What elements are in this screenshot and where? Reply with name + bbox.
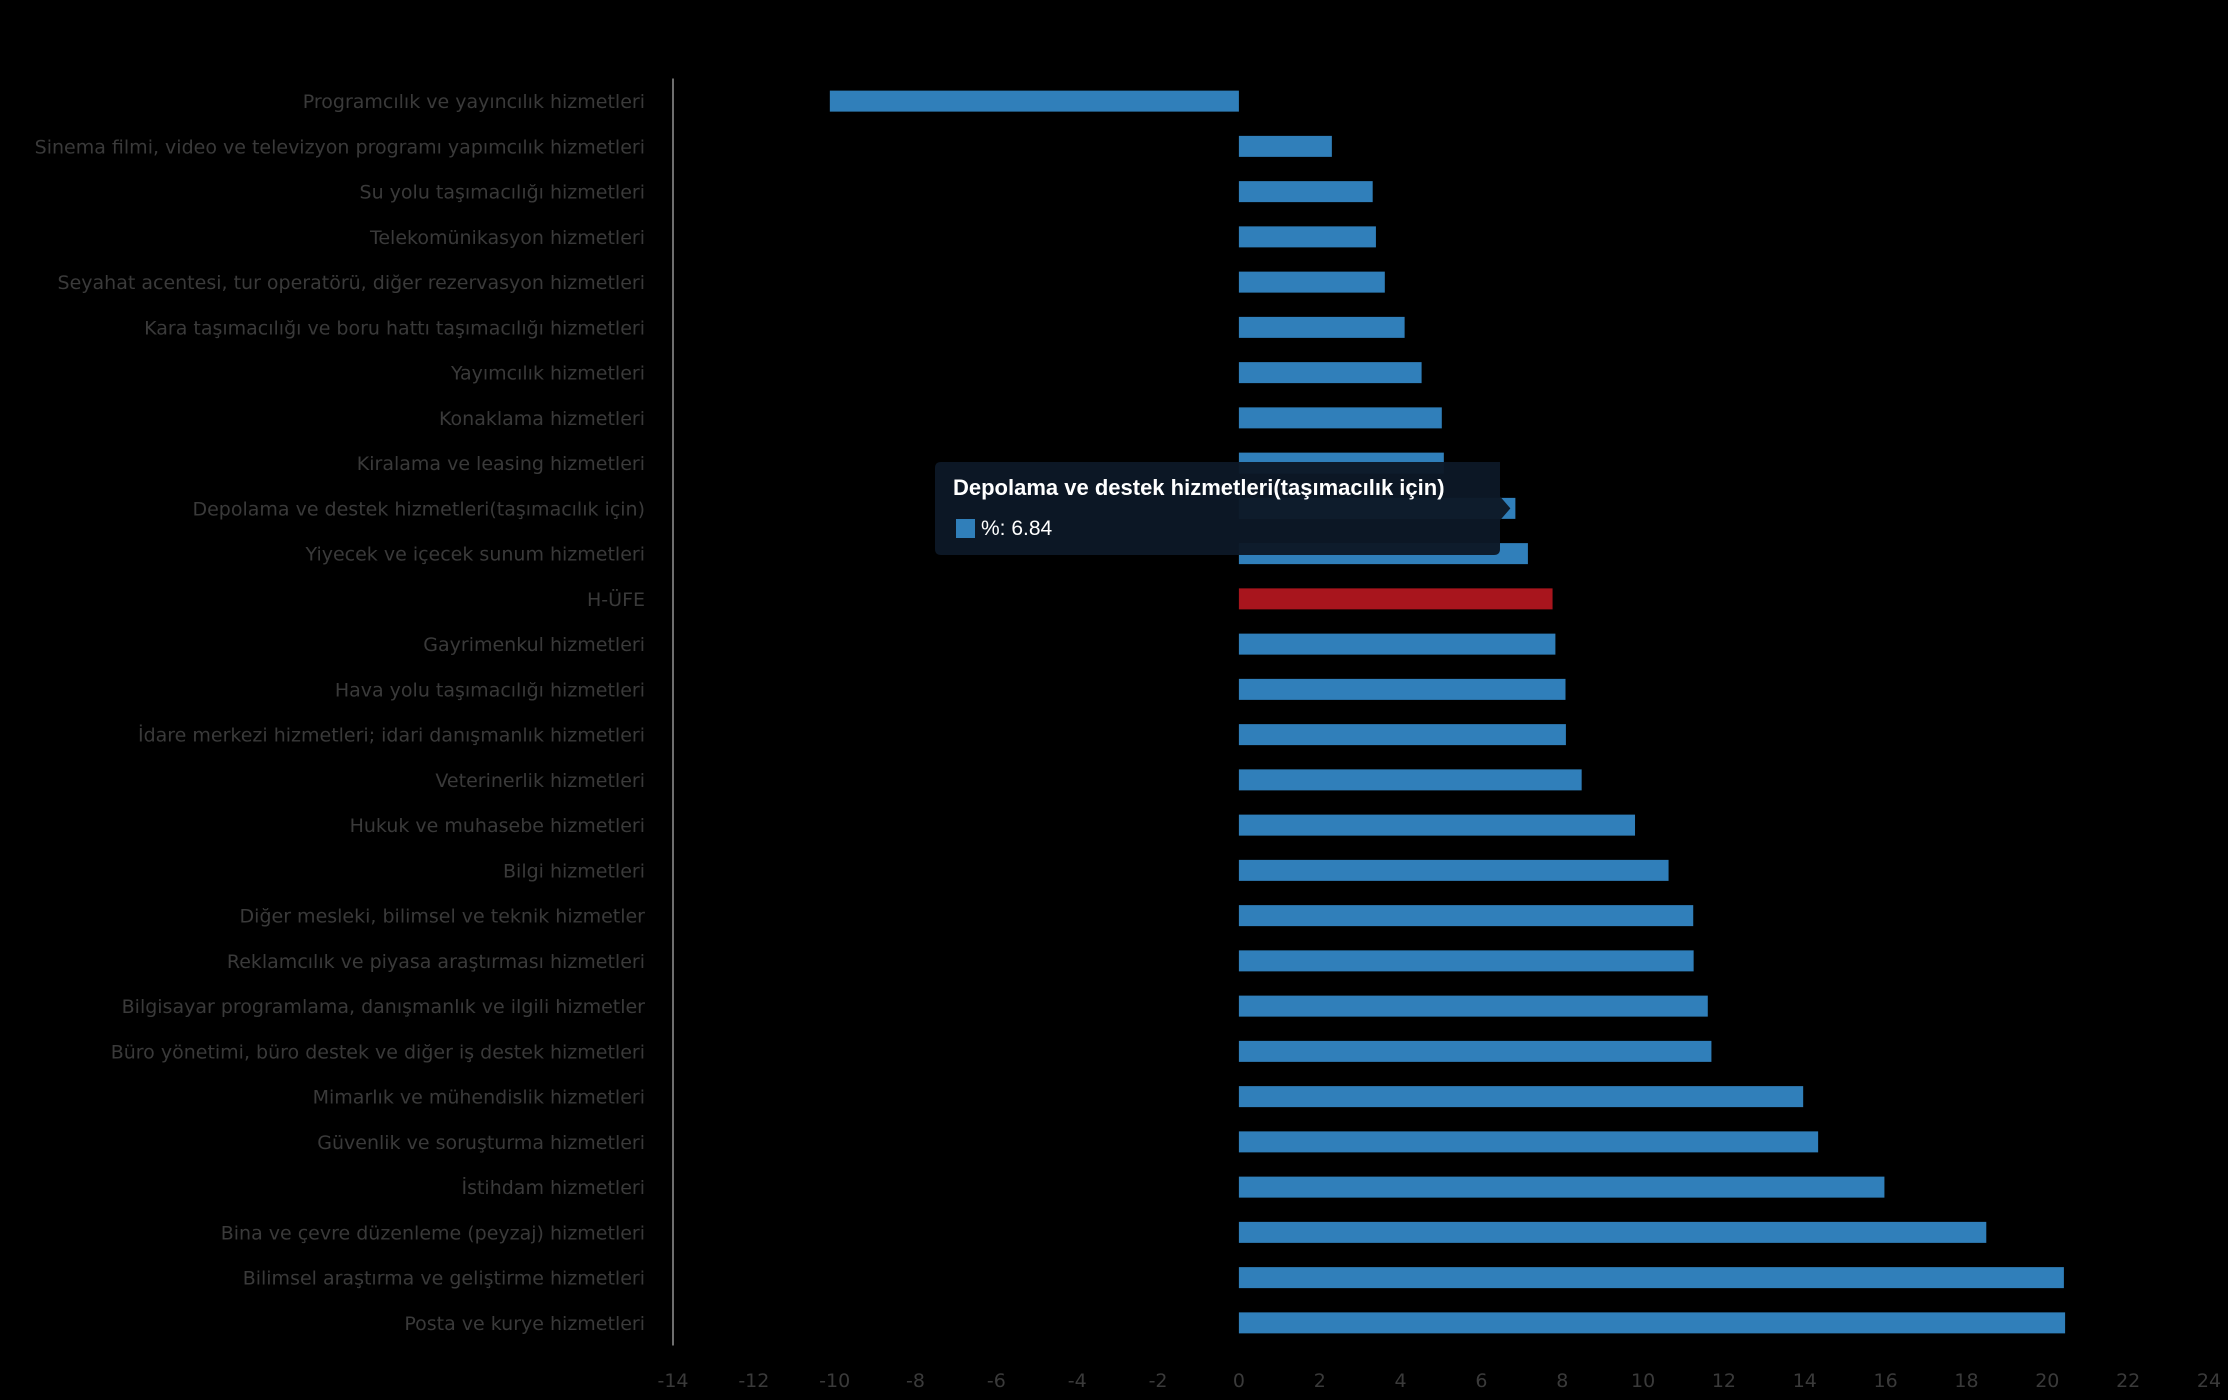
category-label: Güvenlik ve soruşturma hizmetleri xyxy=(317,1132,645,1154)
x-tick-label: 12 xyxy=(1712,1370,1736,1392)
x-tick-label: 24 xyxy=(2197,1370,2221,1392)
x-tick-label: 6 xyxy=(1475,1370,1487,1392)
x-tick-label: -6 xyxy=(987,1370,1006,1392)
bar[interactable] xyxy=(1238,181,1373,203)
category-label: Programcılık ve yayıncılık hizmetleri xyxy=(303,91,645,113)
category-label: Mimarlık ve mühendislik hizmetleri xyxy=(313,1087,645,1109)
tooltip-title: Depolama ve destek hizmetleri(taşımacılı… xyxy=(953,475,1445,500)
category-label: Yayımcılık hizmetleri xyxy=(450,363,645,385)
category-label: Depolama ve destek hizmetleri(taşımacılı… xyxy=(192,498,645,520)
category-label: Hukuk ve muhasebe hizmetleri xyxy=(350,815,645,837)
category-label: Bina ve çevre düzenleme (peyzaj) hizmetl… xyxy=(221,1222,645,1244)
category-label: İdare merkezi hizmetleri; idari danışman… xyxy=(138,724,645,747)
category-label: Diğer mesleki, bilimsel ve teknik hizmet… xyxy=(240,906,646,928)
tooltip-series-marker-icon xyxy=(956,519,975,538)
x-tick-label: -2 xyxy=(1149,1370,1168,1392)
bar[interactable] xyxy=(1238,588,1553,610)
category-label: Reklamcılık ve piyasa araştırması hizmet… xyxy=(227,951,645,973)
x-tick-label: -10 xyxy=(819,1370,850,1392)
category-label: Hava yolu taşımacılığı hizmetleri xyxy=(335,679,645,701)
x-tick-label: 2 xyxy=(1314,1370,1326,1392)
bar[interactable] xyxy=(1238,1040,1712,1062)
x-tick-label: -12 xyxy=(738,1370,769,1392)
x-axis-ticks: -14 -12 -10 -8 -6 -4 -2 0 2 4 6 8 10 12 14 16 18 20 22 24 xyxy=(657,1370,2221,1392)
bar[interactable] xyxy=(1238,995,1708,1017)
tooltip: Depolama ve destek hizmetleri(taşımacılı… xyxy=(935,462,1511,555)
x-tick-label: -4 xyxy=(1068,1370,1087,1392)
bar[interactable] xyxy=(1238,362,1422,384)
bar[interactable] xyxy=(1238,678,1566,700)
tooltip-value: %: 6.84 xyxy=(981,517,1053,540)
x-tick-label: -8 xyxy=(906,1370,925,1392)
bar[interactable] xyxy=(1238,633,1556,655)
category-label: Su yolu taşımacılığı hizmetleri xyxy=(360,182,645,204)
x-tick-label: 20 xyxy=(2035,1370,2059,1392)
category-label: Kiralama ve leasing hizmetleri xyxy=(357,453,645,475)
category-label: H-ÜFE xyxy=(587,588,645,611)
x-tick-label: 18 xyxy=(1954,1370,1978,1392)
bar[interactable] xyxy=(1238,769,1582,791)
x-tick-label: 8 xyxy=(1556,1370,1568,1392)
bar[interactable] xyxy=(1238,1131,1819,1153)
category-label: Yiyecek ve içecek sunum hizmetleri xyxy=(305,544,645,566)
category-label: Gayrimenkul hizmetleri xyxy=(423,634,645,656)
bar[interactable] xyxy=(829,90,1239,112)
category-labels: Programcılık ve yayıncılık hizmetleri Sin… xyxy=(35,91,646,1335)
category-label: Bilimsel araştırma ve geliştirme hizmetl… xyxy=(243,1268,645,1290)
x-tick-label: 4 xyxy=(1395,1370,1407,1392)
category-label: Bilgisayar programlama, danışmanlık ve i… xyxy=(122,996,646,1018)
category-label: Veterinerlik hizmetleri xyxy=(435,770,645,792)
category-label: Kara taşımacılığı ve boru hattı taşımacı… xyxy=(144,317,645,339)
bar[interactable] xyxy=(1238,950,1694,972)
bar[interactable] xyxy=(1238,905,1694,927)
bar[interactable] xyxy=(1238,814,1636,836)
bar[interactable] xyxy=(1238,1221,1987,1243)
category-label: Konaklama hizmetleri xyxy=(439,408,645,430)
bar[interactable] xyxy=(1238,226,1376,248)
category-label: Telekomünikasyon hizmetleri xyxy=(369,227,645,249)
bar[interactable] xyxy=(1238,407,1442,429)
x-tick-label: 10 xyxy=(1631,1370,1655,1392)
bar[interactable] xyxy=(1238,1086,1804,1108)
category-label: Posta ve kurye hizmetleri xyxy=(404,1313,645,1335)
bar[interactable] xyxy=(1238,271,1385,293)
category-label: Sinema filmi, video ve televizyon progra… xyxy=(35,136,645,158)
bar[interactable] xyxy=(1238,1176,1885,1198)
x-tick-label: 0 xyxy=(1233,1370,1245,1392)
tooltip-background xyxy=(935,462,1511,555)
bar[interactable] xyxy=(1238,1312,2066,1334)
x-tick-label: 14 xyxy=(1793,1370,1817,1392)
bar[interactable] xyxy=(1238,1267,2064,1289)
category-label: Bilgi hizmetleri xyxy=(503,860,645,882)
x-tick-label: 22 xyxy=(2116,1370,2140,1392)
x-tick-label: -14 xyxy=(657,1370,688,1392)
bar[interactable] xyxy=(1238,316,1405,338)
x-tick-label: 16 xyxy=(1874,1370,1898,1392)
bar[interactable] xyxy=(1238,859,1669,881)
bars-group xyxy=(829,90,2066,1334)
category-label: İstihdam hizmetleri xyxy=(461,1176,645,1199)
bar[interactable] xyxy=(1238,724,1566,746)
bar[interactable] xyxy=(1238,135,1332,157)
category-label: Büro yönetimi, büro destek ve diğer iş d… xyxy=(111,1041,645,1063)
category-label: Seyahat acentesi, tur operatörü, diğer r… xyxy=(58,272,645,294)
